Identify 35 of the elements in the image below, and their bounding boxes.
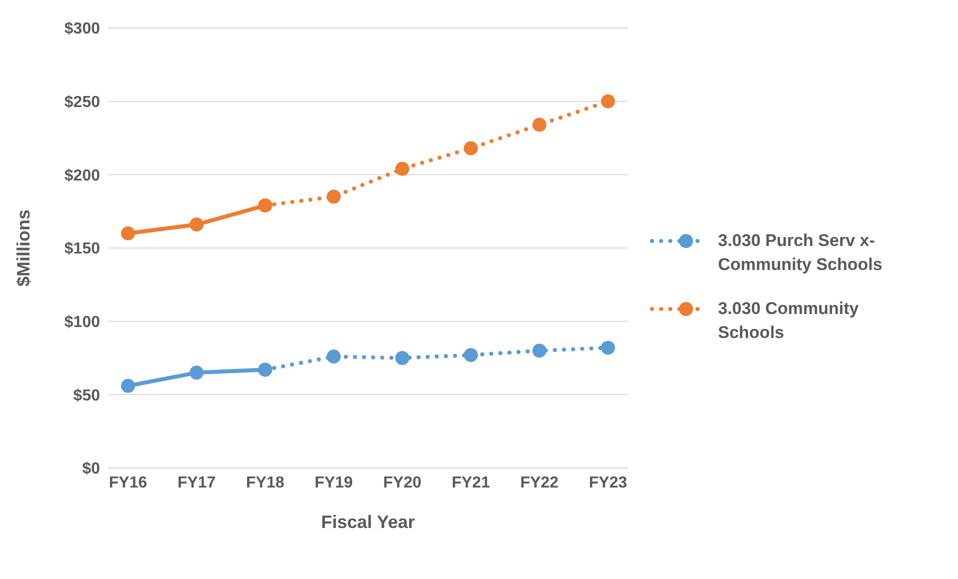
x-tick-label: FY19 (314, 474, 353, 492)
y-tick-label: $300 (64, 20, 100, 38)
y-tick-label: $100 (64, 314, 100, 332)
x-tick-label: FY21 (452, 474, 490, 492)
point (395, 162, 410, 176)
point (258, 362, 272, 377)
y-tick-label: $200 (64, 167, 100, 184)
point (532, 118, 546, 132)
point (190, 218, 204, 232)
point (326, 350, 341, 364)
y-tick-label: $50 (73, 387, 100, 404)
x-tick-label: FY22 (520, 474, 559, 492)
point (190, 366, 204, 380)
point (532, 344, 546, 358)
x-tick-label: FY17 (177, 474, 216, 492)
point (601, 340, 615, 355)
y-tick-label: $150 (64, 240, 100, 258)
y-axis-title: $Millions (13, 209, 34, 287)
y-tick-label: $250 (64, 94, 100, 112)
point (464, 348, 478, 362)
point (326, 190, 341, 204)
legend-label: 3.030 Purch Serv x-Community Schools (718, 230, 884, 276)
x-tick-label: FY23 (588, 474, 628, 492)
point (464, 141, 478, 156)
x-tick-label: FY16 (108, 474, 148, 492)
x-tick-label: FY18 (246, 474, 284, 492)
point (258, 198, 272, 212)
legend-label: 3.030 Community Schools (718, 298, 860, 344)
point (121, 226, 135, 240)
point (121, 378, 135, 393)
x-tick-label: FY20 (383, 474, 422, 492)
point (601, 94, 615, 108)
y-tick-label: $0 (82, 460, 100, 478)
point (395, 351, 410, 365)
x-axis-title: Fiscal Year (321, 512, 415, 532)
